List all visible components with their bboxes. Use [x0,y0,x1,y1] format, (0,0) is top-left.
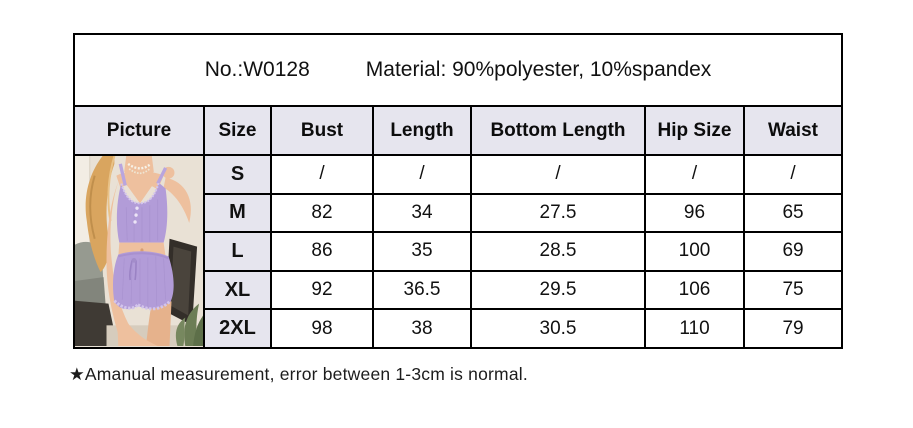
model-legs [116,301,172,346]
length-value: / [372,154,472,195]
column-header-size: Size [203,105,272,156]
waist-value: 75 [742,269,844,311]
bust-value: 92 [270,269,374,311]
hip-size-value: 106 [644,269,745,311]
material-info: Material: 90%polyester, 10%spandex [365,58,712,81]
size-label: S [203,154,272,195]
table-row-xl: XL 92 36.5 29.5 106 75 [74,269,844,311]
bottom-length-value: 29.5 [470,269,646,311]
plant-shape [175,304,202,346]
table-row-m: M 82 34 27.5 96 65 [74,192,844,234]
hip-size-value: 110 [644,308,745,349]
length-value: 34 [372,192,472,234]
bottom-length-value: 27.5 [470,192,646,234]
bust-value: / [270,154,374,195]
length-value: 35 [372,231,472,272]
pajama-top [116,163,168,244]
length-value: 36.5 [372,269,472,311]
table-row-l: L 86 35 28.5 100 69 [74,231,844,272]
column-header-picture: Picture [73,105,205,156]
column-header-row: Picture Size Bust Length Bottom Length H… [73,105,844,156]
length-value: 38 [372,308,472,349]
waist-value: 69 [742,231,844,272]
column-header-length: Length [372,105,472,156]
measurement-note: ★Amanual measurement, error between 1-3c… [69,364,528,384]
column-header-waist: Waist [742,105,844,156]
pajama-shorts [112,251,174,311]
size-label: XL [203,269,272,311]
column-header-hip-size: Hip Size [644,105,745,156]
bottom-length-value: / [470,154,646,195]
waist-value: 79 [742,308,844,349]
size-label: M [203,192,272,234]
hip-size-value: 100 [644,231,745,272]
bust-value: 98 [270,308,374,349]
product-photo [73,154,205,349]
table-row-s: S / / / / / [73,154,844,349]
table-row-2xl: 2XL 98 38 30.5 110 79 [74,308,844,349]
bottom-length-value: 28.5 [470,231,646,272]
size-label: L [203,231,272,272]
waist-value: 65 [742,192,844,234]
bust-value: 82 [270,192,374,234]
product-photo-illustration [76,156,202,346]
waist-value: / [742,154,844,195]
column-header-bust: Bust [270,105,374,156]
picture-frame-shape [165,239,198,326]
size-chart-table: No.:W0128 Material: 90%polyester, 10%spa… [72,33,844,349]
hip-size-value: / [644,154,745,195]
product-info-row: No.:W0128 Material: 90%polyester, 10%spa… [72,33,844,107]
size-label: 2XL [203,308,272,349]
bust-value: 86 [270,231,374,272]
column-header-bottom-length: Bottom Length [470,105,646,156]
hip-size-value: 96 [644,192,745,234]
product-number: No.:W0128 [204,58,310,81]
bottom-length-value: 30.5 [470,308,646,349]
